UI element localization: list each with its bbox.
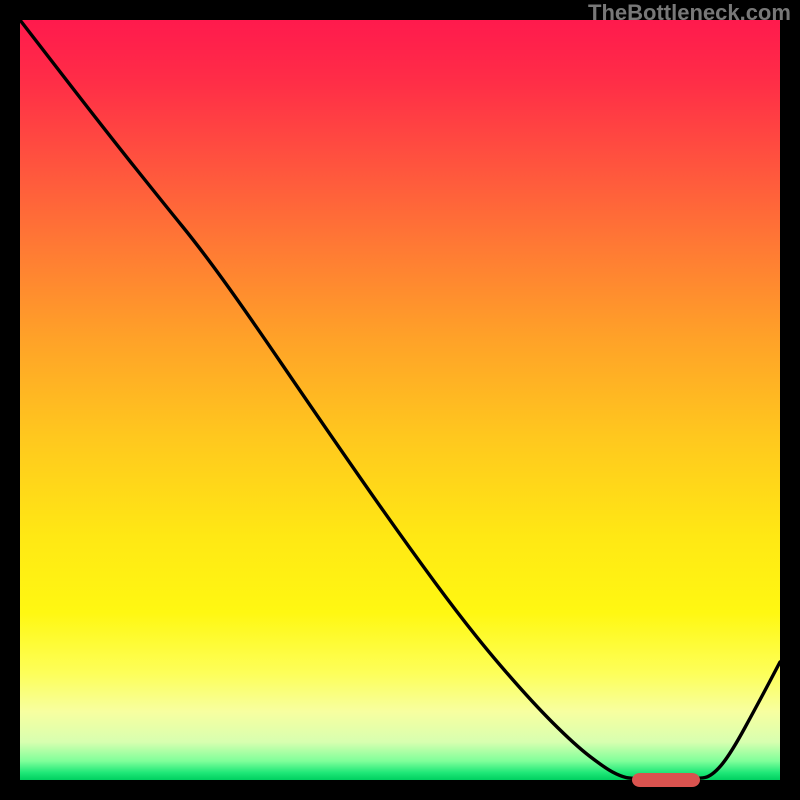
bottleneck-chart [0, 0, 800, 800]
chart-gradient-background [20, 20, 780, 780]
watermark-text: TheBottleneck.com [588, 0, 791, 26]
chart-container: TheBottleneck.com [0, 0, 800, 800]
optimal-range-marker [632, 773, 700, 787]
